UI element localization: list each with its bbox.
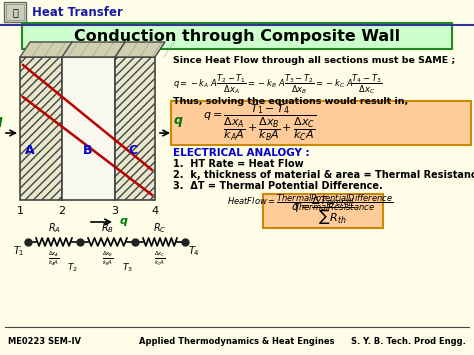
Text: C: C	[128, 143, 137, 157]
Text: ME0223 SEM-IV: ME0223 SEM-IV	[8, 337, 81, 345]
Bar	[171, 101, 471, 145]
Bar	[6, 4, 24, 20]
Text: $T_4$: $T_4$	[188, 244, 200, 258]
Text: 🏛: 🏛	[12, 7, 18, 17]
Text: $T_1$: $T_1$	[13, 244, 25, 258]
Text: q: q	[0, 114, 2, 127]
Bar	[20, 57, 62, 200]
Text: Since Heat Flow through all sections must be SAME ;: Since Heat Flow through all sections mus…	[173, 56, 455, 65]
Text: S. Y. B. Tech. Prod Engg.: S. Y. B. Tech. Prod Engg.	[351, 337, 466, 345]
Text: $q=\dfrac{\Delta T_{overall}}{\sum R_{th}}$: $q=\dfrac{\Delta T_{overall}}{\sum R_{th…	[291, 195, 355, 227]
Text: $q=\dfrac{T_1-T_4}{\dfrac{\Delta x_A}{k_A A}+\dfrac{\Delta x_B}{k_B A}+\dfrac{\D: $q=\dfrac{T_1-T_4}{\dfrac{\Delta x_A}{k_…	[203, 103, 317, 143]
Bar	[4, 2, 26, 22]
Text: A: A	[25, 143, 35, 157]
Text: 3.  ΔT = Thermal Potential Difference.: 3. ΔT = Thermal Potential Difference.	[173, 181, 383, 191]
Bar	[263, 194, 383, 228]
Text: 1: 1	[17, 206, 24, 216]
Text: $q=-k_A\ A\dfrac{T_2-T_1}{\Delta x_A}=-k_B\ A\dfrac{T_3-T_2}{\Delta x_B}=-k_C\ A: $q=-k_A\ A\dfrac{T_2-T_1}{\Delta x_A}=-k…	[173, 72, 382, 95]
Text: Applied Thermodynamics & Heat Engines: Applied Thermodynamics & Heat Engines	[139, 337, 335, 345]
Bar	[115, 57, 155, 200]
Text: Conduction through Composite Wall: Conduction through Composite Wall	[74, 28, 400, 44]
Polygon shape	[20, 42, 165, 57]
Text: 2.  k, thickness of material & area = Thermal Resistance: 2. k, thickness of material & area = The…	[173, 170, 474, 180]
Text: q: q	[173, 114, 182, 127]
Text: 2: 2	[58, 206, 65, 216]
Text: $T_2$: $T_2$	[66, 262, 77, 274]
Text: q: q	[120, 216, 128, 226]
Text: Thus, solving the equations would result in,: Thus, solving the equations would result…	[173, 97, 408, 106]
Bar	[22, 23, 452, 49]
Text: $HeatFlow=\dfrac{ThermalPotentialDifference}{ThermalResistance}$: $HeatFlow=\dfrac{ThermalPotentialDiffere…	[227, 192, 393, 213]
Text: $R_B$: $R_B$	[101, 221, 114, 235]
Text: ELECTRICAL ANALOGY :: ELECTRICAL ANALOGY :	[173, 148, 310, 158]
Text: $\frac{\Delta x_B}{k_B A}$: $\frac{\Delta x_B}{k_B A}$	[102, 250, 113, 268]
Text: $T_3$: $T_3$	[121, 262, 133, 274]
Bar	[62, 57, 115, 200]
Text: $R_C$: $R_C$	[153, 221, 167, 235]
Text: $\frac{\Delta x_C}{k_C A}$: $\frac{\Delta x_C}{k_C A}$	[154, 250, 166, 268]
Text: 4: 4	[151, 206, 159, 216]
Text: 3: 3	[111, 206, 118, 216]
Text: Heat Transfer: Heat Transfer	[32, 6, 123, 20]
Text: $\frac{\Delta x_A}{k_A A}$: $\frac{\Delta x_A}{k_A A}$	[48, 250, 60, 268]
Text: 1.  HT Rate = Heat Flow: 1. HT Rate = Heat Flow	[173, 159, 304, 169]
Text: $R_A$: $R_A$	[47, 221, 61, 235]
Text: B: B	[83, 143, 93, 157]
